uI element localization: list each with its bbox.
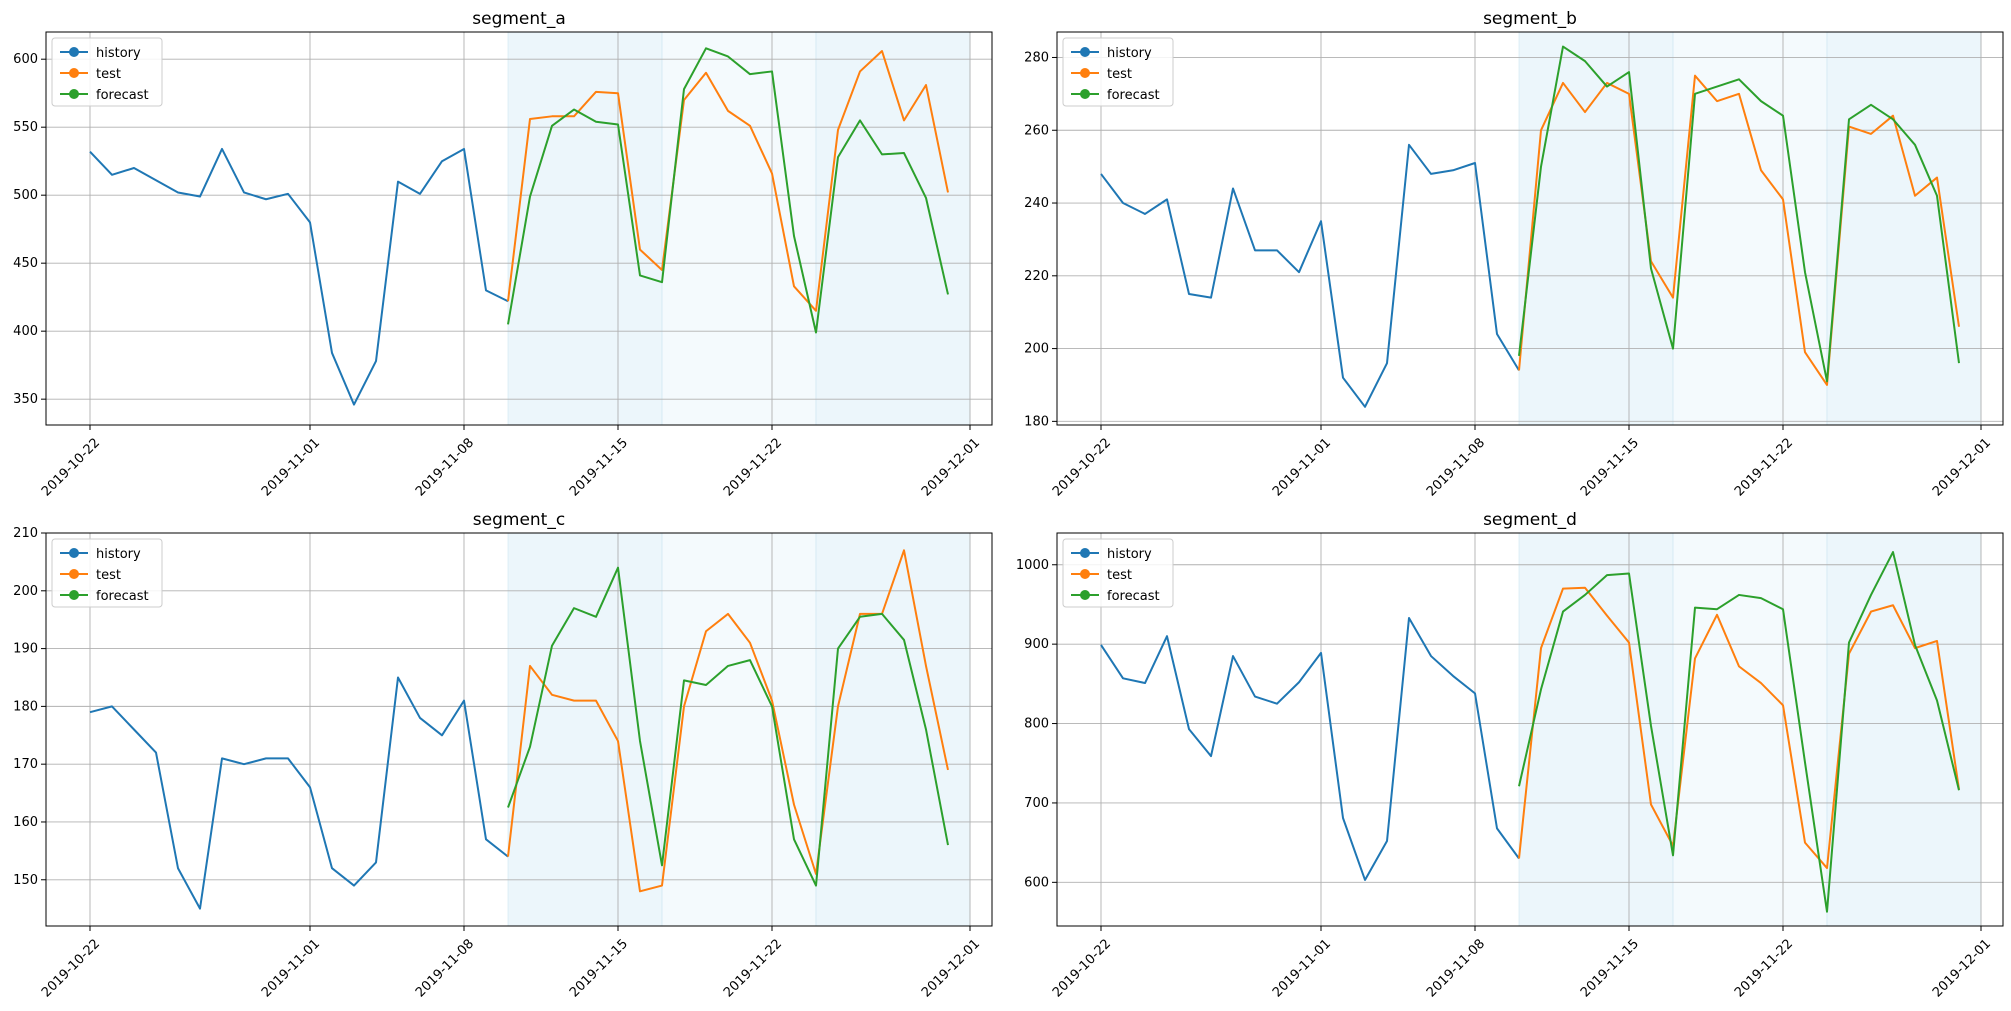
legend-label: forecast	[1107, 88, 1160, 103]
legend-marker-forecast	[1080, 590, 1090, 600]
legend-marker-history	[1080, 548, 1090, 558]
legend-marker-forecast	[1080, 89, 1090, 99]
y-tick-label: 200	[1024, 342, 1049, 357]
forecast-window-shade	[1826, 31, 1982, 426]
axes-frame	[1056, 31, 2004, 426]
series-line-forecast	[1518, 551, 1960, 913]
legend-label: forecast	[96, 589, 149, 604]
series-line-forecast	[1518, 45, 1960, 383]
y-tick-label: 350	[13, 392, 38, 407]
axes-frame	[45, 532, 993, 927]
legend-box	[1062, 538, 1174, 608]
forecast-window-shade	[1826, 532, 1982, 927]
legend-marker-history	[1080, 47, 1090, 57]
y-tick-label: 150	[13, 873, 38, 888]
legend-item-forecast: forecast	[60, 589, 149, 604]
legend-marker-forecast	[69, 590, 79, 600]
legend-box	[51, 538, 163, 608]
panel-title: segment_d	[1483, 510, 1577, 530]
series-line-history	[1100, 616, 1520, 881]
panel-title: segment_a	[472, 9, 565, 29]
legend: history test forecast	[1062, 538, 1174, 608]
y-tick-label: 240	[1024, 196, 1049, 211]
y-tick-label: 600	[1024, 875, 1049, 890]
legend-marker-test	[1080, 68, 1090, 78]
forecast-window-shade	[507, 31, 663, 426]
legend-label: test	[1107, 568, 1132, 583]
legend-label: history	[96, 547, 141, 562]
y-tick-label: 190	[13, 642, 38, 657]
y-tick-label: 450	[13, 256, 38, 271]
legend-item-test: test	[1071, 568, 1132, 583]
legend-item-forecast: forecast	[1071, 88, 1160, 103]
legend-label: history	[1107, 547, 1152, 562]
y-tick-label: 260	[1024, 123, 1049, 138]
y-tick-label: 170	[13, 757, 38, 772]
series-line-forecast	[507, 47, 949, 334]
y-tick-label: 180	[1024, 414, 1049, 429]
forecast-window-shade	[661, 532, 817, 927]
y-tick-label: 160	[13, 815, 38, 830]
legend-item-test: test	[60, 67, 121, 82]
forecast-window-shade	[1518, 31, 1674, 426]
y-tick-label: 280	[1024, 50, 1049, 65]
legend-marker-test	[1080, 569, 1090, 579]
series-line-history	[1100, 143, 1520, 408]
legend-item-history: history	[60, 547, 141, 562]
legend-box	[51, 37, 163, 107]
y-tick-label: 180	[13, 699, 38, 714]
forecast-window-shade	[815, 31, 971, 426]
y-tick-label: 200	[13, 584, 38, 599]
y-tick-label: 600	[13, 52, 38, 67]
legend-item-test: test	[60, 568, 121, 583]
forecast-window-shade	[1672, 31, 1828, 426]
panel-title: segment_b	[1483, 9, 1577, 29]
legend: history test forecast	[1062, 37, 1174, 107]
legend-marker-test	[69, 569, 79, 579]
y-tick-label: 220	[1024, 269, 1049, 284]
panel-title: segment_c	[473, 510, 565, 530]
forecast-window-shade	[1518, 532, 1674, 927]
y-tick-label: 800	[1024, 717, 1049, 732]
series-line-history	[89, 676, 509, 910]
legend-label: history	[96, 46, 141, 61]
axes-frame	[45, 31, 993, 426]
legend: history test forecast	[51, 538, 163, 608]
legend-label: test	[1107, 67, 1132, 82]
legend: history test forecast	[51, 37, 163, 107]
legend-marker-history	[69, 47, 79, 57]
legend-item-history: history	[1071, 46, 1152, 61]
legend-item-forecast: forecast	[60, 88, 149, 103]
forecast-window-shade	[1672, 532, 1828, 927]
legend-label: test	[96, 568, 121, 583]
legend-item-history: history	[60, 46, 141, 61]
legend-item-forecast: forecast	[1071, 589, 1160, 604]
series-line-test	[1518, 586, 1960, 870]
legend-marker-history	[69, 548, 79, 558]
series-line-forecast	[507, 566, 949, 887]
y-tick-label: 700	[1024, 796, 1049, 811]
y-tick-label: 210	[13, 526, 38, 541]
series-line-test	[1518, 74, 1960, 386]
forecast-window-shade	[815, 532, 971, 927]
legend-label: history	[1107, 46, 1152, 61]
legend-item-history: history	[1071, 547, 1152, 562]
legend-label: forecast	[96, 88, 149, 103]
axes-frame	[1056, 532, 2004, 927]
y-tick-label: 1000	[1016, 558, 1049, 573]
legend-label: forecast	[1107, 589, 1160, 604]
legend-marker-test	[69, 68, 79, 78]
legend-item-test: test	[1071, 67, 1132, 82]
series-line-history	[89, 147, 509, 406]
legend-marker-forecast	[69, 89, 79, 99]
y-tick-label: 550	[13, 120, 38, 135]
series-line-test	[507, 50, 949, 312]
y-tick-label: 400	[13, 324, 38, 339]
y-tick-label: 900	[1024, 637, 1049, 652]
legend-box	[1062, 37, 1174, 107]
y-tick-label: 500	[13, 188, 38, 203]
legend-label: test	[96, 67, 121, 82]
